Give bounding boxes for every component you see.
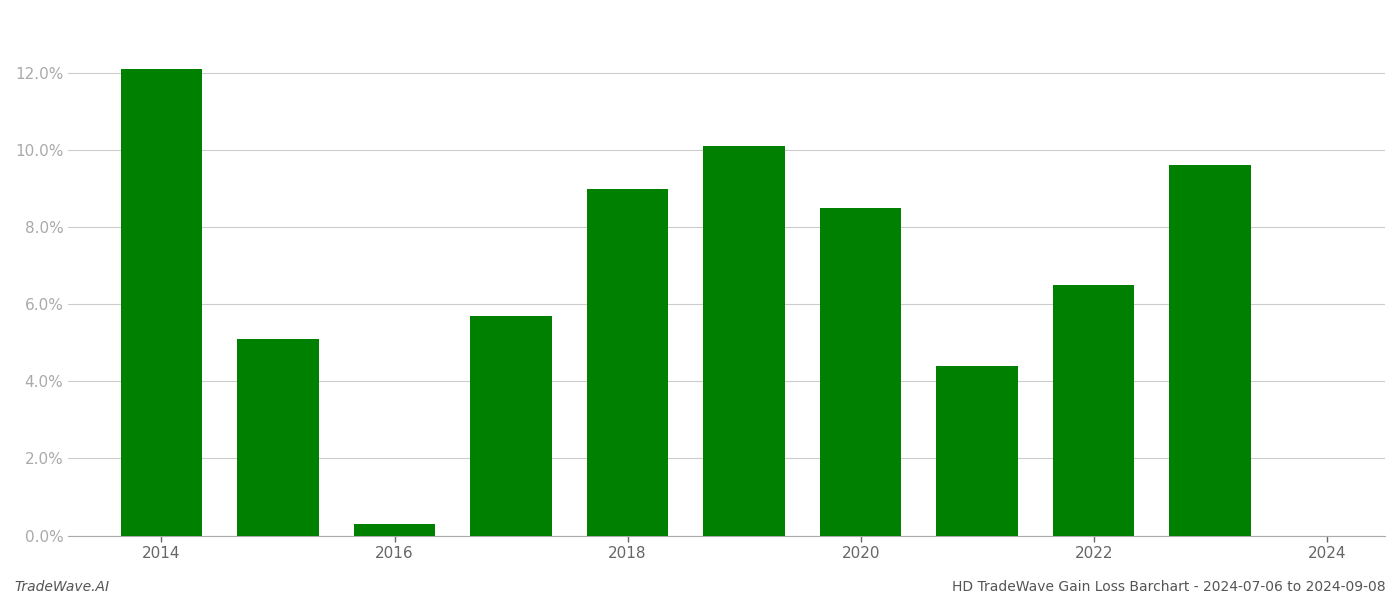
Text: TradeWave.AI: TradeWave.AI [14, 580, 109, 594]
Bar [703, 146, 785, 536]
Bar [820, 208, 902, 536]
Bar [120, 69, 202, 536]
Bar [237, 339, 319, 536]
Text: HD TradeWave Gain Loss Barchart - 2024-07-06 to 2024-09-08: HD TradeWave Gain Loss Barchart - 2024-0… [952, 580, 1386, 594]
Bar [937, 366, 1018, 536]
Bar [354, 524, 435, 536]
Bar [470, 316, 552, 536]
Bar [587, 188, 668, 536]
Bar [1169, 166, 1252, 536]
Bar [1053, 285, 1134, 536]
